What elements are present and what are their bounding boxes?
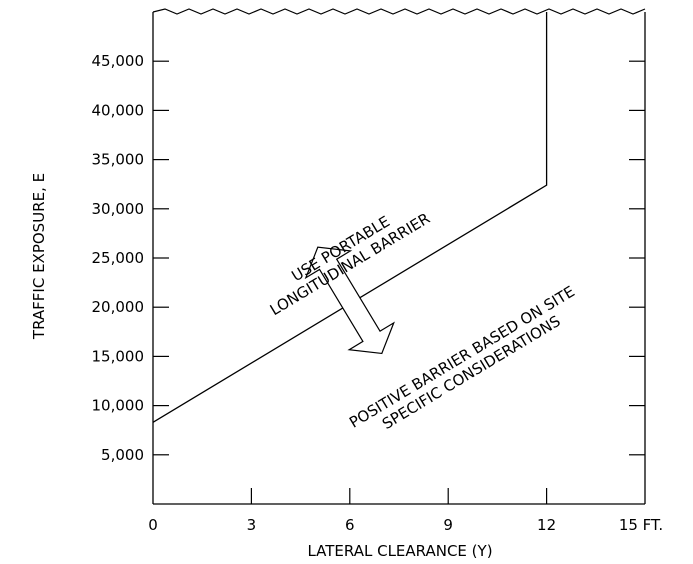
y-tick-label-20000: 20,000 <box>92 298 145 316</box>
y-tick-label-25000: 25,000 <box>92 249 145 267</box>
x-tick-label-3: 3 <box>247 516 257 534</box>
x-tick-label-12: 12 <box>537 516 556 534</box>
axis-ticks: 0 3 6 9 12 15 FT. 5,000 10,000 15,000 20,000 25,00… <box>92 52 664 534</box>
y-tick-label-40000: 40,000 <box>92 101 145 119</box>
axis-break-line <box>152 8 646 15</box>
y-tick-label-30000: 30,000 <box>92 200 145 218</box>
annotation-below-line-2: SPECIFIC CONSIDERATIONS <box>379 312 564 433</box>
series-line-0 <box>152 12 548 423</box>
annotation-below-line-1: POSITIVE BARRIER BASED ON SITE <box>346 282 578 431</box>
double-arrow <box>304 246 395 355</box>
series-layer <box>152 12 548 423</box>
y-tick-label-45000: 45,000 <box>92 52 145 70</box>
x-tick-label-6: 6 <box>345 516 355 534</box>
x-axis-title: LATERAL CLEARANCE (Y) <box>307 542 492 560</box>
y-tick-label-35000: 35,000 <box>92 151 145 169</box>
x-tick-label-15: 15 FT. <box>619 516 663 534</box>
axes-frame <box>152 8 646 505</box>
y-tick-label-5000: 5,000 <box>101 446 144 464</box>
y-tick-label-15000: 15,000 <box>92 347 145 365</box>
y-axis-title: TRAFFIC EXPOSURE, E <box>30 173 48 340</box>
double-arrow-shape <box>304 246 395 355</box>
region-arrow <box>304 246 395 355</box>
x-tick-label-9: 9 <box>443 516 453 534</box>
x-tick-label-0: 0 <box>148 516 158 534</box>
y-tick-label-10000: 10,000 <box>92 397 145 415</box>
